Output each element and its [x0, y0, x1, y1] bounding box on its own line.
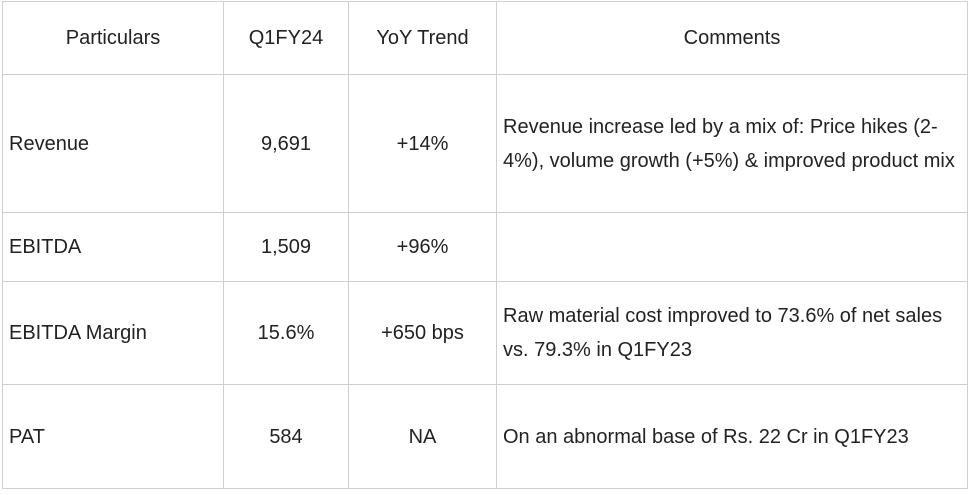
cell-q1fy24: 584 — [223, 384, 349, 489]
cell-comment: On an abnormal base of Rs. 22 Cr in Q1FY… — [496, 384, 968, 489]
header-comments: Comments — [496, 1, 968, 75]
cell-yoy-trend: +14% — [348, 74, 497, 213]
cell-particular: EBITDA Margin — [2, 281, 224, 385]
results-table-container: Particulars Q1FY24 YoY Trend Comments Re… — [2, 1, 968, 489]
cell-yoy-trend: NA — [348, 384, 497, 489]
header-particulars: Particulars — [2, 1, 224, 75]
cell-q1fy24: 9,691 — [223, 74, 349, 213]
table-row-ebitda: EBITDA 1,509 +96% — [2, 212, 968, 282]
cell-comment: Raw material cost improved to 73.6% of n… — [496, 281, 968, 385]
cell-particular: Revenue — [2, 74, 224, 213]
table-row-pat: PAT 584 NA On an abnormal base of Rs. 22… — [2, 384, 968, 489]
table-header-row: Particulars Q1FY24 YoY Trend Comments — [2, 1, 968, 75]
header-q1fy24: Q1FY24 — [223, 1, 349, 75]
cell-q1fy24: 1,509 — [223, 212, 349, 282]
cell-particular: PAT — [2, 384, 224, 489]
cell-particular: EBITDA — [2, 212, 224, 282]
results-table: Particulars Q1FY24 YoY Trend Comments Re… — [2, 1, 968, 489]
table-row-revenue: Revenue 9,691 +14% Revenue increase led … — [2, 74, 968, 213]
header-yoy-trend: YoY Trend — [348, 1, 497, 75]
cell-comment — [496, 212, 968, 282]
table-row-ebitda-margin: EBITDA Margin 15.6% +650 bps Raw materia… — [2, 281, 968, 385]
cell-yoy-trend: +96% — [348, 212, 497, 282]
cell-yoy-trend: +650 bps — [348, 281, 497, 385]
cell-comment: Revenue increase led by a mix of: Price … — [496, 74, 968, 213]
cell-q1fy24: 15.6% — [223, 281, 349, 385]
